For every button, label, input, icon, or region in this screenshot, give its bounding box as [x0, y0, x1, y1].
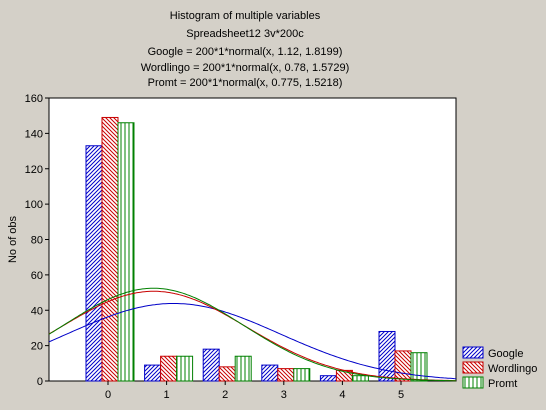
bar-google-0: [85, 145, 103, 382]
legend-label-google: Google: [488, 348, 523, 360]
y-tick-label: 100: [25, 199, 43, 211]
fit-curve-promt: [48, 287, 456, 382]
y-tick-label: 0: [37, 376, 43, 388]
y-tick-label: 80: [31, 235, 43, 247]
legend-swatch-google: [462, 346, 484, 359]
y-tick-label: 140: [25, 128, 43, 140]
x-tick-label: 4: [339, 389, 345, 401]
y-tick-label: 60: [31, 270, 43, 282]
bar-wordlingo-5: [394, 350, 412, 382]
bar-google-5: [378, 330, 396, 382]
x-tick-label: 0: [105, 389, 111, 401]
y-tick-label: 120: [25, 164, 43, 176]
chart-subtitle: Spreadsheet12 3v*200c: [186, 28, 304, 40]
x-tick-label: 2: [222, 389, 228, 401]
y-tick-label: 40: [31, 305, 43, 317]
bar-promt-3: [293, 368, 311, 382]
y-axis-label: No of obs: [7, 215, 19, 263]
bar-wordlingo-1: [160, 355, 178, 382]
bar-google-1: [144, 364, 162, 382]
fit-curves-group: [48, 287, 457, 382]
bar-wordlingo-2: [218, 366, 236, 382]
formula-wordlingo: Wordlingo = 200*1*normal(x, 0.78, 1.5729…: [140, 62, 350, 74]
x-tick-label: 1: [164, 389, 170, 401]
legend-label-wordlingo: Wordlingo: [488, 363, 537, 375]
bar-google-2: [202, 348, 220, 382]
legend-swatch-wordlingo: [462, 361, 484, 374]
bar-google-3: [261, 364, 279, 382]
bar-wordlingo-0: [101, 116, 119, 382]
legend-swatch-promt: [462, 376, 484, 389]
bar-promt-1: [176, 355, 194, 382]
x-tick-label: 3: [281, 389, 287, 401]
axes-group: 0 20 40 60 80 100 120 140 160 0 1 2 3 4 5 No of obs: [7, 93, 404, 401]
bars-group: [85, 116, 428, 382]
bar-promt-5: [410, 352, 428, 382]
bar-promt-4: [351, 375, 369, 382]
bar-promt-2: [234, 355, 252, 382]
fit-curve-google: [48, 303, 457, 380]
x-tick-label: 5: [398, 389, 404, 401]
chart-title: Histogram of multiple variables: [169, 10, 321, 22]
bar-google-4: [319, 375, 337, 382]
legend: Google Wordlingo Promt: [462, 346, 537, 390]
y-tick-label: 20: [31, 341, 43, 353]
legend-label-promt: Promt: [488, 378, 517, 390]
bar-promt-0: [117, 122, 135, 382]
formula-promt: Promt = 200*1*normal(x, 0.775, 1.5218): [147, 77, 343, 89]
y-tick-label: 160: [25, 93, 43, 105]
formula-google: Google = 200*1*normal(x, 1.12, 1.8199): [147, 46, 343, 58]
bar-wordlingo-3: [277, 368, 295, 382]
